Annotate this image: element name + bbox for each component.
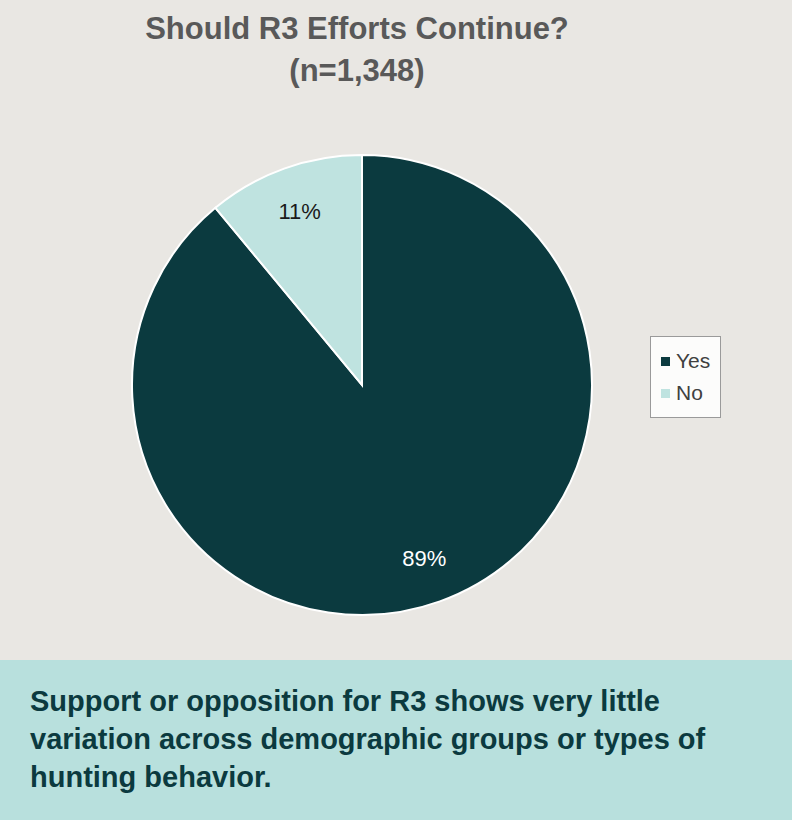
html-text:(n=1,348): (n=1,348) <box>289 53 425 88</box>
html-text:No: No <box>676 381 703 404</box>
html-text:Yes: Yes <box>676 349 711 372</box>
html-text:Support or opposition for R3 s: Support or opposition for R3 shows very … <box>30 685 706 793</box>
html-text:Should R3 Efforts Continue?: Should R3 Efforts Continue? <box>145 11 569 46</box>
svg-text:11%: 11% <box>278 199 320 224</box>
svg-text:89%: 89% <box>402 546 446 571</box>
